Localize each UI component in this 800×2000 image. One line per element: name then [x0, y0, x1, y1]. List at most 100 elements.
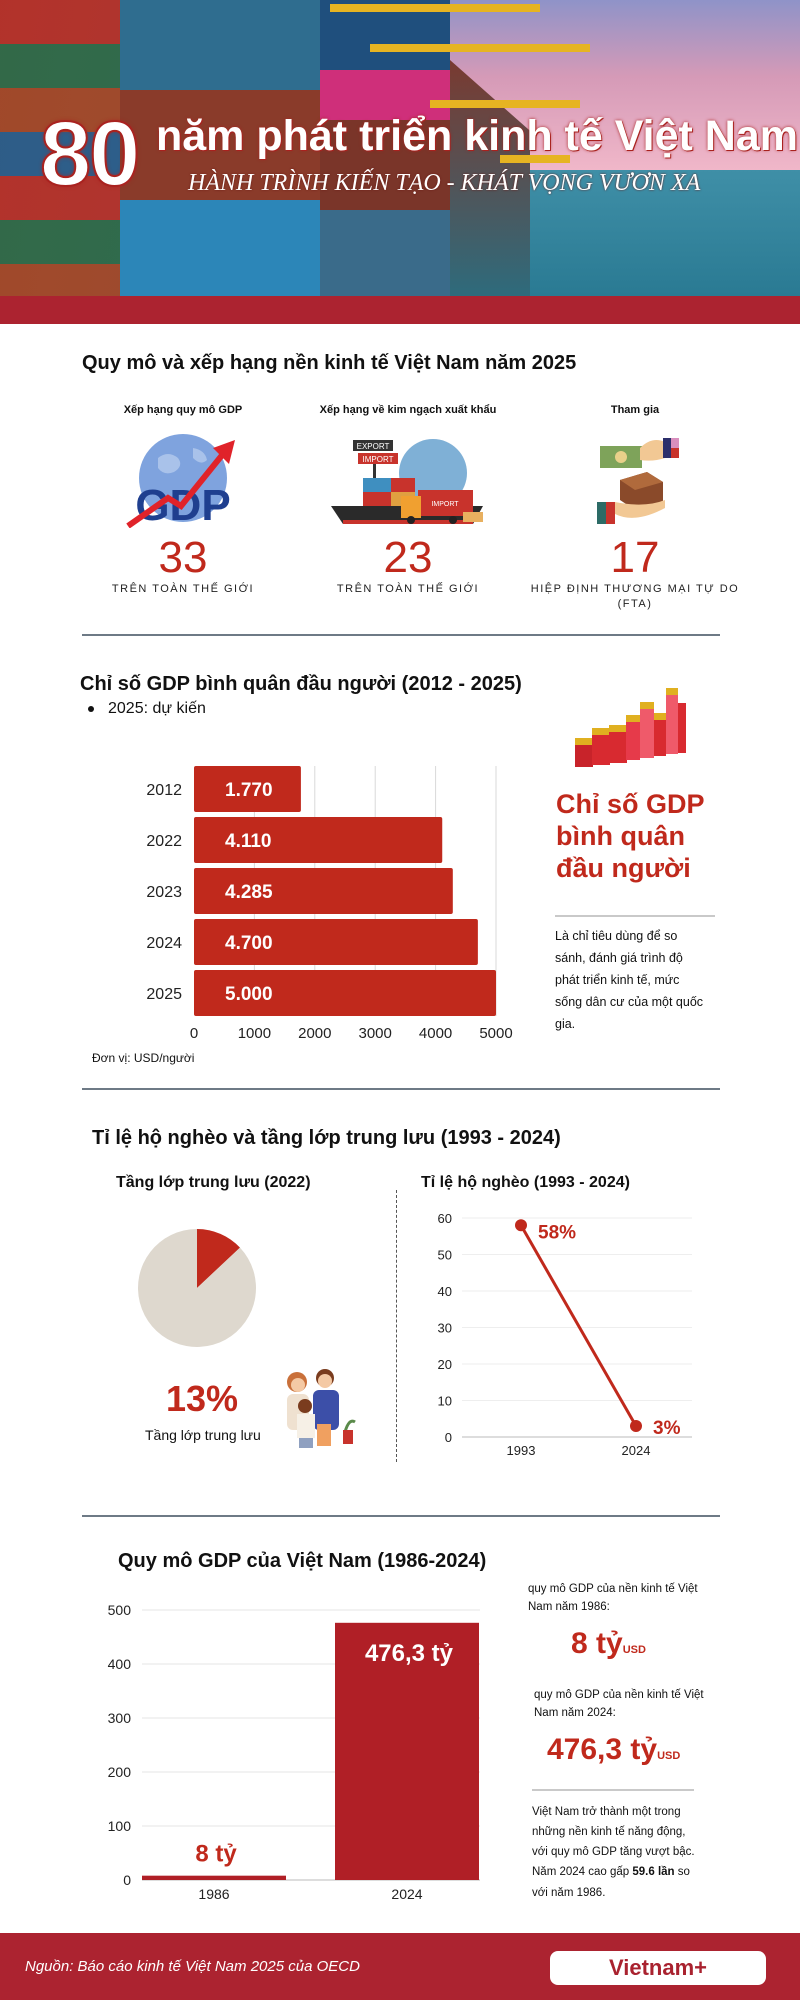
rank-item-fta: Tham gia 17 HIỆP ĐỊNH THƯƠNG MẠI TỰ DO (… [515, 404, 755, 613]
data-point [630, 1420, 642, 1433]
pie-slice [138, 1229, 256, 1347]
middle-class-subtitle: Tầng lớp trung lưu (2022) [116, 1174, 311, 1191]
x-tick-label: 4000 [419, 1025, 452, 1042]
gdp-2024-value: 476,3 tỷUSD [547, 1733, 680, 1767]
family-icon [275, 1362, 361, 1450]
svg-text:IMPORT: IMPORT [363, 455, 394, 464]
series-line [519, 1224, 638, 1427]
rank-value: 17 [610, 533, 660, 582]
bar [335, 1622, 479, 1880]
x-tick-label: 1993 [507, 1443, 536, 1458]
section-poverty-title: Tỉ lệ hộ nghèo và tầng lớp trung lưu (19… [92, 1127, 561, 1149]
gdp-2024-value-text: 476,3 tỷ [547, 1733, 658, 1766]
y-tick-label: 500 [108, 1602, 132, 1618]
data-label: 8 tỷ [195, 1841, 237, 1868]
y-tick-label: 10 [438, 1394, 452, 1409]
x-tick-label: 5000 [479, 1025, 512, 1042]
rank-caption: TRÊN TOÀN THẾ GIỚI [336, 583, 480, 595]
side-divider [555, 915, 715, 917]
header-title: năm phát triển kinh tế Việt Nam [156, 112, 798, 160]
x-tick-label: 1000 [238, 1025, 271, 1042]
y-tick-label: 40 [438, 1284, 452, 1299]
hero-banner [0, 0, 800, 296]
y-tick-label: 2023 [146, 884, 182, 901]
bar [194, 817, 443, 863]
export-import-ship-icon: EXPORT IMPORT IMPORT [323, 428, 493, 528]
section-divider [82, 634, 720, 636]
bar [194, 766, 301, 812]
gdp-1986-value-text: 8 tỷ [571, 1627, 623, 1660]
rank-label: Xếp hạng về kim ngạch xuất khẩu [319, 404, 497, 416]
data-label: 3% [653, 1418, 681, 1439]
data-label: 4.700 [225, 933, 273, 954]
bar [194, 919, 478, 965]
header-band [0, 296, 800, 324]
rank-label: Tham gia [610, 404, 660, 416]
side-divider [532, 1789, 694, 1791]
rank-label: Xếp hạng quy mô GDP [123, 404, 243, 416]
data-label: 4.285 [225, 882, 273, 903]
y-tick-label: 100 [108, 1818, 132, 1834]
gdp-summary: Việt Nam trở thành một trong những nền k… [532, 1802, 702, 1903]
y-tick-label: 200 [108, 1764, 132, 1780]
bullet-icon [88, 705, 94, 712]
data-label: 4.110 [225, 831, 272, 852]
data-point [515, 1219, 527, 1232]
rank-caption: TRÊN TOÀN THẾ GIỚI [111, 583, 255, 595]
y-tick-label: 300 [108, 1710, 132, 1726]
middle-class-caption: Tầng lớp trung lưu [145, 1427, 261, 1443]
bar [142, 1875, 286, 1880]
section-gdp-per-capita-title: Chỉ số GDP bình quân đầu người (2012 - 2… [80, 673, 522, 695]
footer-source: Nguồn: Báo cáo kinh tế Việt Nam 2025 của… [25, 1958, 360, 1975]
section-scale-title: Quy mô và xếp hạng nền kinh tế Việt Nam … [82, 352, 577, 374]
y-tick-label: 2012 [146, 782, 182, 799]
data-label: 476,3 tỷ [365, 1640, 454, 1667]
x-tick-label: 1986 [198, 1886, 229, 1902]
section-divider [82, 1088, 720, 1090]
y-tick-label: 20 [438, 1357, 452, 1372]
svg-text:EXPORT: EXPORT [357, 442, 390, 451]
poverty-subtitle: Tỉ lệ hộ nghèo (1993 - 2024) [421, 1174, 630, 1191]
y-tick-label: 60 [438, 1211, 452, 1226]
x-tick-label: 3000 [359, 1025, 392, 1042]
trade-exchange-icon [585, 428, 685, 528]
y-tick-label: 0 [123, 1872, 131, 1888]
gdp-2024-note: quy mô GDP của nền kinh tế Việt Nam năm … [534, 1689, 704, 1720]
gdp-summary-end: so với năm 1986. [532, 1866, 690, 1899]
middle-class-percent: 13% [166, 1378, 239, 1419]
y-tick-label: 2024 [146, 935, 182, 952]
gdp-multiplier: 59.6 lần [632, 1866, 675, 1879]
data-label: 58% [538, 1222, 576, 1243]
rank-caption: HIỆP ĐỊNH THƯƠNG MẠI TỰ DO (FTA) [530, 583, 740, 611]
forecast-note-text: 2025: dự kiến [108, 700, 206, 717]
section-gdp-size-title: Quy mô GDP của Việt Nam (1986-2024) [118, 1550, 487, 1572]
y-tick-label: 0 [445, 1430, 452, 1445]
gdp-1986-value: 8 tỷUSD [571, 1627, 646, 1661]
gdp-globe-icon: GDP [113, 428, 253, 530]
unit-note: Đơn vị: USD/người [92, 1051, 195, 1065]
vertical-separator [396, 1190, 397, 1462]
header-number: 80 [39, 103, 141, 205]
bar [194, 970, 496, 1016]
y-tick-label: 2025 [146, 986, 182, 1003]
y-tick-label: 30 [438, 1321, 452, 1336]
rank-value: 33 [158, 533, 208, 582]
x-tick-label: 2000 [298, 1025, 331, 1042]
middle-class-pie [138, 1229, 256, 1347]
y-tick-label: 50 [438, 1248, 452, 1263]
gdp-1986-unit: USD [622, 1644, 646, 1656]
rank-item-gdp: Xếp hạng quy mô GDP GDP 33 TRÊN TOÀN THẾ… [78, 404, 288, 597]
bar-growth-icon [570, 678, 690, 778]
x-tick-label: 0 [190, 1025, 198, 1042]
x-tick-label: 2024 [391, 1886, 422, 1902]
data-label: 1.770 [225, 780, 273, 801]
gdp-1986-note: quy mô GDP của nền kinh tế Việt Nam năm … [528, 1583, 698, 1614]
y-tick-label: 400 [108, 1656, 132, 1672]
x-tick-label: 2024 [622, 1443, 651, 1458]
forecast-note: 2025: dự kiến [88, 700, 206, 718]
side-description: Là chỉ tiêu dùng để so sánh, đánh giá tr… [555, 929, 704, 1031]
vietnamplus-logo[interactable]: Vietnam+ [550, 1951, 766, 1985]
rank-item-export: Xếp hạng về kim ngạch xuất khẩu EXPORT I… [303, 404, 513, 597]
gdp-2024-unit: USD [657, 1750, 681, 1762]
rank-value: 23 [383, 533, 433, 582]
